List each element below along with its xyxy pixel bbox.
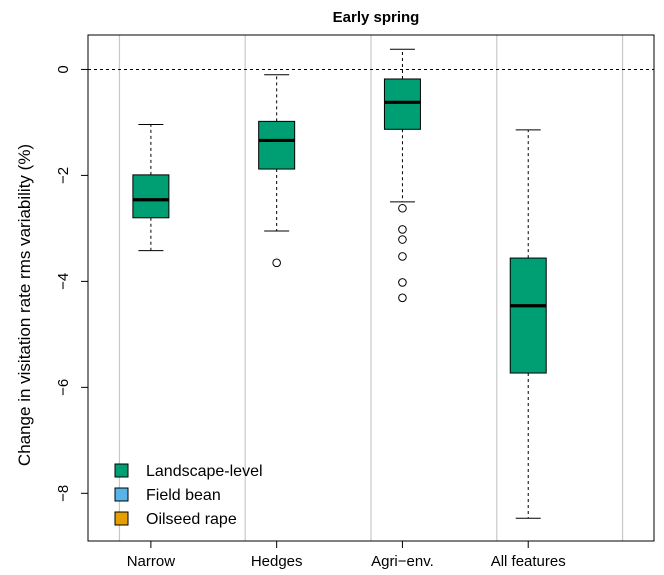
legend: Landscape-level Field bean Oilseed rape (114, 463, 263, 528)
outlier-point (398, 203, 407, 213)
y-axis-label: Change in visitation rate rms variabilit… (15, 144, 34, 466)
box-group (132, 124, 170, 252)
y-tick-label: −2 (55, 167, 72, 184)
outlier-point (398, 252, 407, 261)
x-tick-label: All features (491, 553, 566, 570)
legend-swatch (114, 463, 129, 478)
y-axis: 0 −2 −4 −6 −8 (55, 65, 88, 502)
x-tick-label: Narrow (127, 553, 176, 570)
legend-label: Landscape-level (146, 463, 263, 480)
outlier-point (398, 235, 407, 244)
y-tick-label: −8 (55, 485, 72, 502)
legend-label: Oilseed rape (146, 511, 237, 528)
outlier-point (398, 293, 407, 303)
legend-swatch (114, 511, 129, 526)
y-tick-label: −6 (55, 379, 72, 396)
x-tick-label: Hedges (251, 553, 303, 570)
legend-item: Field bean (114, 487, 221, 504)
legend-item: Oilseed rape (114, 511, 237, 528)
box-iqr (509, 257, 547, 374)
plot-frame (87, 34, 655, 542)
box-group (383, 48, 421, 303)
y-tick-label: −4 (55, 273, 72, 290)
vertical-grid-lines (118, 35, 624, 541)
legend-swatch (114, 487, 129, 502)
chart-title: Early spring (333, 9, 420, 26)
outlier-point (398, 278, 407, 287)
box-iqr (132, 174, 170, 219)
legend-label: Field bean (146, 487, 221, 504)
box-iqr (258, 120, 296, 170)
x-tick-label: Agri−env. (371, 553, 434, 570)
x-axis: Narrow Hedges Agri−env. All features (127, 541, 566, 570)
box-group (509, 129, 547, 519)
box-plot-series (132, 48, 547, 519)
box-group (258, 74, 296, 268)
legend-item: Landscape-level (114, 463, 263, 480)
outlier-point (272, 258, 281, 268)
y-tick-label: 0 (55, 65, 72, 73)
box-iqr (383, 78, 421, 130)
outlier-point (398, 225, 407, 234)
